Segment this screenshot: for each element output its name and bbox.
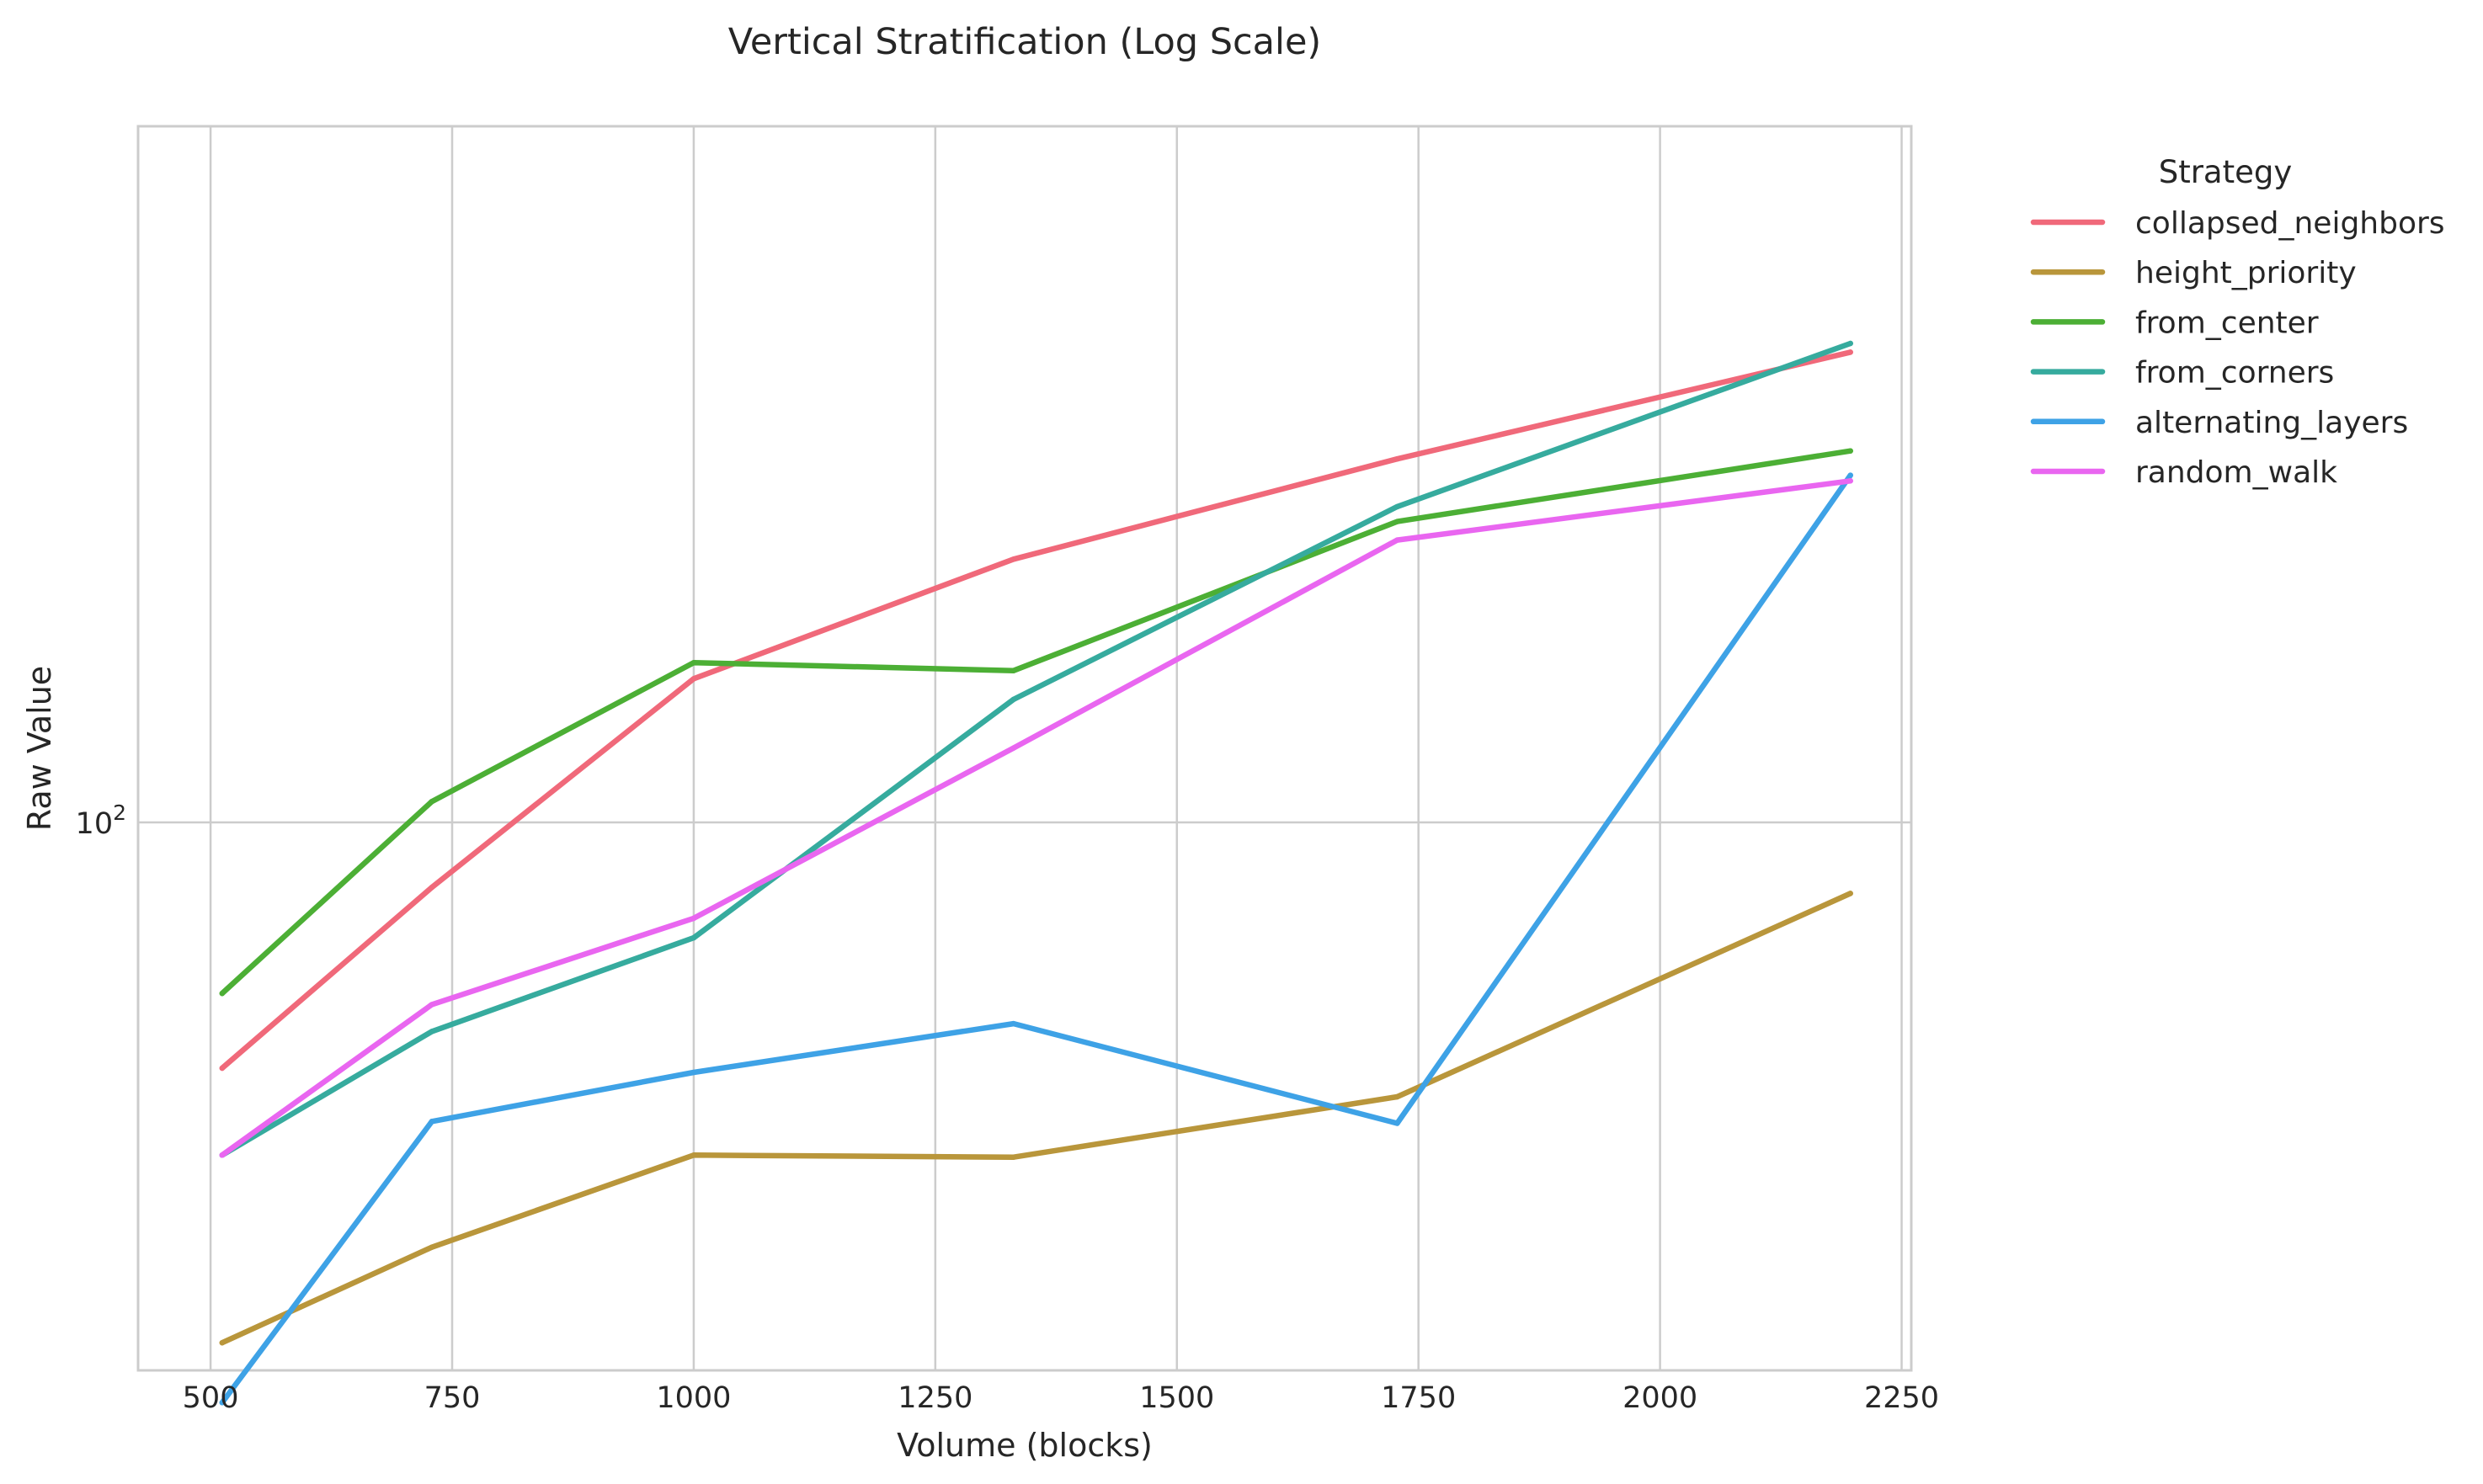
- series-from-corners: [219, 340, 1853, 1158]
- series-line: [219, 340, 1853, 1158]
- data-point: [429, 884, 435, 891]
- data-point: [1010, 1154, 1017, 1160]
- data-point: [690, 676, 697, 682]
- data-point: [429, 1119, 435, 1125]
- x-tick-label: 1750: [1381, 1381, 1456, 1415]
- data-point: [429, 798, 435, 805]
- x-tick-label: 2000: [1622, 1381, 1697, 1415]
- chart-title: Vertical Stratification (Log Scale): [728, 21, 1321, 63]
- data-point: [1010, 696, 1017, 703]
- series-line: [219, 478, 1853, 1158]
- series-random-walk: [219, 478, 1853, 1158]
- data-point: [1394, 537, 1400, 543]
- series-collapsed-neighbors: [219, 349, 1853, 1072]
- data-point: [1010, 556, 1017, 562]
- data-point: [1394, 503, 1400, 510]
- x-tick-label: 2250: [1864, 1381, 1939, 1415]
- legend-item: from_corners: [2030, 356, 2334, 391]
- data-point: [1847, 891, 1853, 896]
- legend-label: collapsed_neighbors: [2135, 206, 2445, 241]
- data-point: [429, 1029, 435, 1035]
- legend-label: from_corners: [2135, 356, 2334, 391]
- data-point: [690, 915, 697, 922]
- x-tick-label: 750: [424, 1381, 481, 1415]
- data-point: [1394, 455, 1400, 462]
- series-line: [219, 448, 1853, 997]
- series-line: [219, 472, 1853, 1406]
- data-point: [429, 1244, 435, 1250]
- series-line: [219, 349, 1853, 1072]
- x-tick-label: 1250: [898, 1381, 972, 1415]
- legend-item: from_center: [2030, 306, 2319, 340]
- data-point: [219, 1340, 226, 1346]
- data-point: [690, 1069, 697, 1076]
- data-point: [1847, 349, 1853, 355]
- legend: Strategy collapsed_neighbors height_prior…: [2030, 154, 2445, 490]
- data-point: [690, 1152, 697, 1158]
- data-point: [1010, 668, 1017, 673]
- x-tick-label: 1500: [1139, 1381, 1214, 1415]
- legend-label: height_priority: [2135, 256, 2357, 290]
- data-point: [1847, 472, 1853, 478]
- y-tick-label: 102: [76, 801, 126, 841]
- y-axis-label: Raw Value: [21, 666, 58, 831]
- legend-label: random_walk: [2135, 455, 2337, 490]
- plot-frame: [136, 125, 1913, 1372]
- data-point: [219, 1065, 226, 1072]
- tick-labels: 500 750 1000 1250 1500 1750 2000 2250 102: [76, 801, 1940, 1415]
- legend-item: height_priority: [2030, 256, 2357, 290]
- data-point: [1010, 745, 1017, 751]
- legend-label: from_center: [2135, 306, 2319, 340]
- series-height-priority: [219, 891, 1853, 1346]
- series-from-center: [219, 448, 1853, 997]
- x-axis-label: Volume (blocks): [897, 1427, 1153, 1464]
- data-point: [219, 991, 226, 997]
- data-point: [429, 1002, 435, 1008]
- data-point: [1394, 1120, 1400, 1126]
- legend-item: random_walk: [2030, 455, 2337, 490]
- data-point: [1394, 519, 1400, 524]
- legend-item: collapsed_neighbors: [2030, 206, 2445, 241]
- series-lines: [219, 340, 1853, 1406]
- series-line: [219, 891, 1853, 1346]
- x-tick-label: 500: [183, 1381, 239, 1415]
- grid-lines: [138, 126, 1911, 1370]
- series-alternating-layers: [219, 472, 1853, 1406]
- data-point: [690, 660, 697, 666]
- data-point: [1847, 340, 1853, 347]
- data-point: [219, 1400, 226, 1406]
- x-tick-label: 1000: [656, 1381, 731, 1415]
- data-point: [1847, 478, 1853, 484]
- data-point: [219, 1152, 226, 1158]
- data-point: [1847, 448, 1853, 454]
- data-point: [1010, 1020, 1017, 1027]
- legend-item: alternating_layers: [2030, 406, 2408, 440]
- data-point: [1394, 1093, 1400, 1100]
- legend-title: Strategy: [2159, 154, 2293, 190]
- data-point: [690, 934, 697, 941]
- legend-label: alternating_layers: [2135, 406, 2408, 440]
